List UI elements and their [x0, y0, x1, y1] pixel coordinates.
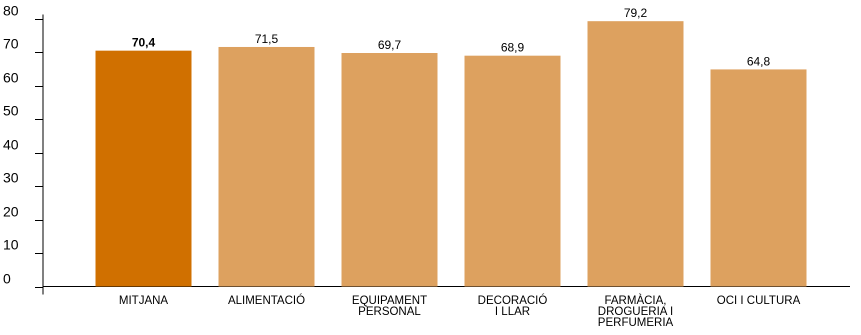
category-label-line: PERSONAL: [358, 306, 421, 318]
y-tick-label: 80: [3, 3, 19, 19]
bar: [710, 69, 807, 287]
data-label: 64,8: [747, 54, 771, 68]
y-tick-label: 50: [3, 103, 19, 119]
data-label: 68,9: [501, 41, 525, 55]
bar: [95, 50, 192, 287]
category-label-line: DECORACIÓ: [478, 294, 548, 307]
category-label-line: EQUIPAMENT: [352, 295, 427, 307]
category-label-line: FARMÀCIA,: [605, 294, 667, 307]
data-label: 69,7: [378, 38, 402, 52]
y-tick-label: 70: [3, 36, 19, 52]
data-label: 71,5: [255, 32, 279, 46]
category-label-line: ALIMENTACIÓ: [228, 294, 305, 307]
bar: [341, 53, 438, 287]
data-label: 70,4: [132, 36, 156, 50]
category-label-line: OCI I CULTURA: [717, 295, 801, 307]
value-labels: 70,4 71,5 69,7 68,9 79,2 64,8: [132, 6, 771, 68]
y-tick-label: 30: [3, 170, 19, 186]
bar: [587, 21, 684, 287]
y-tick-label: 20: [3, 204, 19, 220]
y-axis: 0 10 20 30 40 50 60 70 80: [3, 3, 44, 295]
bars: [95, 21, 807, 287]
category-label: MITJANA: [119, 295, 169, 307]
bar: [218, 46, 315, 287]
y-tick-label: 10: [3, 237, 19, 253]
category-label-line: PERFUMERIA: [598, 317, 674, 329]
category-label: OCI I CULTURA: [717, 295, 801, 307]
data-label: 79,2: [624, 6, 648, 20]
category-label: ALIMENTACIÓ: [228, 294, 305, 307]
y-tick-label: 40: [3, 137, 19, 153]
bar: [464, 55, 561, 287]
y-tick-label: 0: [3, 271, 11, 287]
category-label-line: I LLAR: [495, 306, 530, 318]
category-label-line: DROGUERIA I: [598, 306, 673, 318]
category-label-line: MITJANA: [119, 295, 169, 307]
y-tick-label: 60: [3, 70, 19, 86]
